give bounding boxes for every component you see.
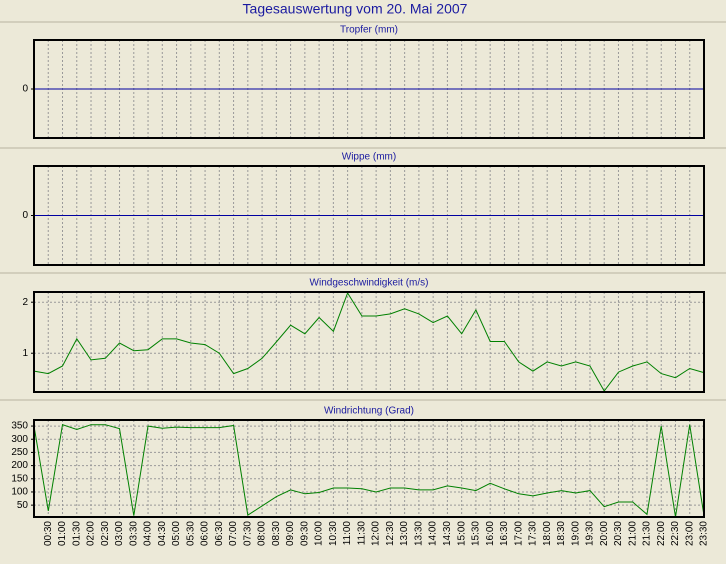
- x-tick-label: 07:00: [228, 521, 239, 546]
- x-tick-label: 10:00: [314, 521, 325, 546]
- x-tick-label: 12:00: [371, 521, 382, 546]
- x-tick-label: 19:30: [585, 521, 596, 546]
- x-tick-label: 12:30: [385, 521, 396, 546]
- data-line: [33, 424, 705, 518]
- x-tick-label: 14:30: [442, 521, 453, 546]
- plot-border: [33, 165, 705, 266]
- x-tick-label: 15:00: [456, 521, 467, 546]
- y-tick-label: 50: [17, 500, 29, 511]
- x-tick-label: 18:30: [556, 521, 567, 546]
- x-tick-label: 03:30: [128, 521, 139, 546]
- x-tick-label: 22:30: [670, 521, 681, 546]
- x-tick-label: 01:30: [71, 521, 82, 546]
- x-tick-label: 20:30: [613, 521, 624, 546]
- x-tick-label: 10:30: [328, 521, 339, 546]
- x-tick-label: 13:30: [414, 521, 425, 546]
- x-tick-label: 23:30: [699, 521, 710, 546]
- x-tick-label: 03:00: [114, 521, 125, 546]
- x-tick-label: 05:30: [185, 521, 196, 546]
- x-tick-label: 18:00: [542, 521, 553, 546]
- x-tick-label: 02:30: [100, 521, 111, 546]
- x-tick-label: 08:00: [257, 521, 268, 546]
- panel-title: Wippe (mm): [342, 152, 396, 163]
- x-tick-label: 22:00: [656, 521, 667, 546]
- x-tick-label: 00:30: [43, 521, 54, 546]
- x-tick-label: 04:00: [143, 521, 154, 546]
- y-tick-label: 350: [11, 421, 28, 432]
- x-tick-label: 01:00: [57, 521, 68, 546]
- x-tick-label: 11:30: [357, 521, 368, 546]
- panel-title: Windgeschwindigkeit (m/s): [310, 278, 429, 289]
- y-tick-label: 0: [22, 210, 28, 221]
- plot-area: [34, 420, 704, 517]
- y-tick-label: 250: [11, 447, 28, 458]
- x-tick-label: 16:30: [499, 521, 510, 546]
- plot-border: [33, 39, 705, 139]
- y-tick-label: 100: [11, 487, 28, 498]
- x-tick-label: 16:00: [485, 521, 496, 546]
- y-tick-label: 200: [11, 460, 28, 471]
- x-tick-label: 11:00: [342, 521, 353, 546]
- x-tick-label: 06:00: [200, 521, 211, 546]
- page-title: Tagesauswertung vom 20. Mai 2007: [243, 1, 468, 17]
- x-tick-label: 09:30: [300, 521, 311, 546]
- x-tick-label: 15:30: [471, 521, 482, 546]
- panel-title: Tropfer (mm): [340, 25, 398, 36]
- y-tick-label: 2: [22, 297, 28, 308]
- x-tick-label: 20:00: [599, 521, 610, 546]
- x-tick-label: 08:30: [271, 521, 282, 546]
- y-tick-label: 300: [11, 434, 28, 445]
- panel-title: Windrichtung (Grad): [324, 406, 414, 417]
- x-tick-label: 07:30: [242, 521, 253, 546]
- x-tick-label: 21:00: [627, 521, 638, 546]
- y-tick-label: 150: [11, 473, 28, 484]
- plot-border: [33, 419, 705, 518]
- y-tick-label: 0: [22, 84, 28, 95]
- x-tick-label: 05:00: [171, 521, 182, 546]
- x-tick-label: 02:00: [86, 521, 97, 546]
- data-line: [33, 291, 705, 392]
- plot-border: [33, 291, 705, 393]
- x-tick-label: 21:30: [642, 521, 653, 546]
- x-tick-label: 06:30: [214, 521, 225, 546]
- x-tick-label: 04:30: [157, 521, 168, 546]
- x-tick-label: 17:00: [513, 521, 524, 546]
- x-tick-label: 17:30: [528, 521, 539, 546]
- plot-area: [34, 292, 704, 392]
- x-tick-label: 19:00: [570, 521, 581, 546]
- x-tick-label: 13:00: [399, 521, 410, 546]
- x-tick-label: 14:00: [428, 521, 439, 546]
- y-tick-label: 1: [22, 348, 28, 359]
- x-tick-label: 09:00: [285, 521, 296, 546]
- x-tick-label: 23:00: [684, 521, 695, 546]
